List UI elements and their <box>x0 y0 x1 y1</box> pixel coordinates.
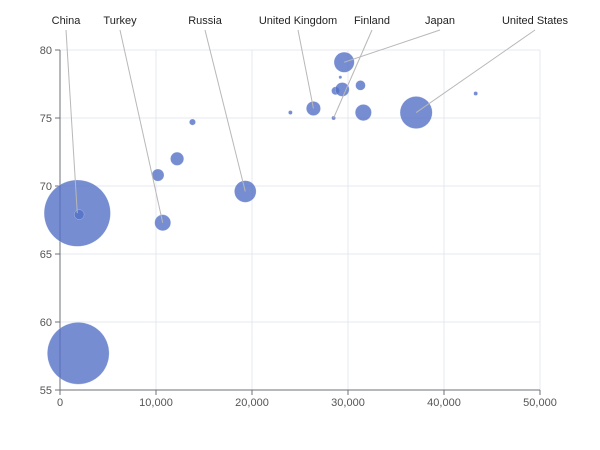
callout-line <box>297 29 314 109</box>
data-bubble[interactable] <box>47 322 110 385</box>
bubble-label: Russia <box>188 15 223 27</box>
callout-line <box>344 29 441 63</box>
data-bubble[interactable] <box>333 51 355 73</box>
data-bubble[interactable] <box>354 104 372 121</box>
bubble-label: China <box>52 15 82 27</box>
x-tick-label: 20,000 <box>235 397 269 409</box>
bubble-label: Turkey <box>103 15 137 27</box>
data-bubble[interactable] <box>74 209 85 220</box>
callout-line <box>204 29 246 192</box>
data-bubble[interactable] <box>338 75 343 80</box>
x-tick-label: 0 <box>57 397 63 409</box>
callout-line <box>333 29 373 119</box>
data-bubble[interactable] <box>335 82 350 97</box>
data-bubble[interactable] <box>355 80 366 91</box>
x-tick-label: 40,000 <box>427 397 461 409</box>
y-tick-label: 65 <box>40 249 52 261</box>
y-tick-label: 80 <box>40 45 52 57</box>
bubble-label: United States <box>502 15 569 27</box>
data-bubble[interactable] <box>189 118 196 126</box>
y-tick-label: 75 <box>40 113 52 125</box>
data-bubble[interactable] <box>288 110 293 115</box>
x-tick-label: 50,000 <box>523 397 557 409</box>
bubble-label: Japan <box>425 15 455 27</box>
data-bubble[interactable] <box>473 91 478 96</box>
data-bubble[interactable] <box>170 151 185 166</box>
x-tick-label: 10,000 <box>139 397 173 409</box>
callout-line <box>119 29 164 223</box>
x-tick-label: 30,000 <box>331 397 365 409</box>
data-bubble[interactable] <box>151 168 165 182</box>
y-tick-label: 70 <box>40 181 52 193</box>
y-tick-label: 60 <box>40 317 52 329</box>
y-tick-label: 55 <box>40 385 52 397</box>
callout-line <box>65 29 78 214</box>
bubble-label: United Kingdom <box>259 15 337 27</box>
callout-line <box>415 29 536 113</box>
bubble-label: Finland <box>354 15 390 27</box>
